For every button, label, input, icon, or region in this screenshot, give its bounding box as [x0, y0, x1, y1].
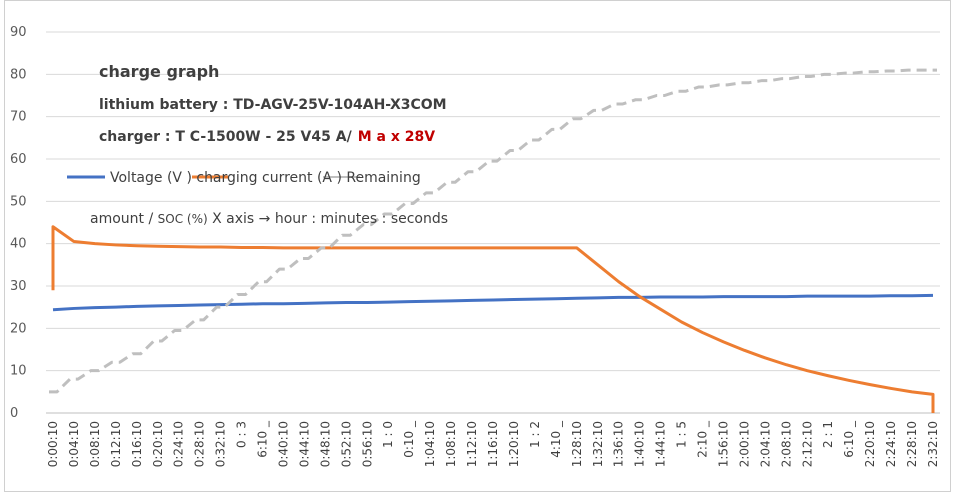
- x-tick-label: 0:52:10: [339, 421, 353, 467]
- x-tick-label: 2:24:10: [884, 421, 898, 467]
- legend-line-1: Voltage (V ) charging current (A ) Remai…: [110, 170, 421, 186]
- y-tick-label: 30: [10, 279, 27, 294]
- x-tick-label: 0:28:10: [193, 421, 207, 467]
- y-tick-label: 20: [10, 321, 27, 336]
- x-tick-label: 0:04:10: [67, 421, 81, 467]
- y-tick-label: 10: [10, 364, 27, 379]
- x-tick-label: 0:48:10: [318, 421, 332, 467]
- x-tick-label: 1:56:10: [716, 421, 730, 467]
- x-tick-label: 1:16:10: [486, 421, 500, 467]
- x-tick-label: 2:20:10: [863, 421, 877, 467]
- x-tick-label: 1:12:10: [465, 421, 479, 467]
- x-tick-label: 6:10 _: [256, 420, 270, 458]
- x-tick-label: 0:40:10: [276, 421, 290, 467]
- x-tick-label: 2:32:10: [926, 421, 940, 467]
- x-tick-label: 1:36:10: [612, 421, 626, 467]
- y-tick-label: 70: [10, 110, 27, 125]
- x-tick-label: 0:32:10: [214, 421, 228, 467]
- chart-frame: [4, 0, 951, 492]
- series-line-0: [52, 293, 934, 312]
- x-tick-label: 1:32:10: [591, 421, 605, 467]
- x-tick-label: 1 : 0: [381, 421, 395, 448]
- x-tick-label: 6:10 _: [842, 420, 856, 458]
- x-tick-label: 0:44:10: [297, 421, 311, 467]
- x-axis-ticks: 0:00:10 0:04:10 0:08:10 0:12:10 0:16:10 0:20:…: [46, 420, 940, 467]
- x-tick-label: 1 : 5: [675, 421, 689, 448]
- x-tick-label: 1:04:10: [423, 421, 437, 467]
- y-axis-ticks: 0 10 20 30 40 50 60 70 80 90: [10, 25, 27, 421]
- x-tick-label: 2:28:10: [905, 421, 919, 467]
- y-tick-label: 40: [10, 237, 27, 252]
- x-tick-label: 0:16:10: [130, 421, 144, 467]
- x-tick-label: 0:00:10: [46, 421, 60, 467]
- charger-subtitle: charger : T C-1500W - 25 V45 A/M a x 28V: [99, 129, 435, 145]
- series-line-2: [49, 68, 937, 394]
- x-tick-label: 0:10 _: [402, 420, 416, 458]
- y-tick-label: 80: [10, 67, 27, 82]
- legend-line-2: amount / SOC (%) X axis → hour : minutes…: [90, 211, 448, 227]
- x-tick-label: 4:10 _: [549, 420, 563, 458]
- battery-subtitle: lithium battery : TD-AGV-25V-104AH-X3COM: [99, 97, 447, 113]
- y-tick-label: 50: [10, 194, 27, 209]
- series-line-1: [51, 225, 935, 413]
- x-tick-label: 1:28:10: [570, 421, 584, 467]
- y-tick-label: 90: [10, 25, 27, 40]
- x-tick-label: 2:12:10: [800, 421, 814, 467]
- x-tick-label: 0:08:10: [88, 421, 102, 467]
- x-tick-label: 0 : 3: [235, 421, 249, 448]
- x-tick-label: 0:56:10: [360, 421, 374, 467]
- x-tick-label: 0:12:10: [109, 421, 123, 467]
- gridlines: [46, 31, 940, 414]
- x-tick-label: 1:44:10: [654, 421, 668, 467]
- x-tick-label: 2:00:10: [737, 421, 751, 467]
- x-tick-label: 2:10 _: [696, 420, 710, 458]
- x-tick-label: 1:20:10: [507, 421, 521, 467]
- chart-title: charge graph: [99, 62, 219, 81]
- x-tick-label: 2:04:10: [758, 421, 772, 467]
- y-tick-label: 0: [10, 406, 18, 421]
- x-tick-label: 1 : 2: [528, 421, 542, 448]
- x-tick-label: 1:40:10: [633, 421, 647, 467]
- x-tick-label: 2:08:10: [779, 421, 793, 467]
- x-tick-label: 2 : 1: [821, 421, 835, 448]
- y-tick-label: 60: [10, 152, 27, 167]
- max-voltage-label: M a x 28V: [358, 129, 436, 145]
- x-tick-label: 0:20:10: [151, 421, 165, 467]
- x-tick-label: 1:08:10: [444, 421, 458, 467]
- x-tick-label: 0:24:10: [172, 421, 186, 467]
- series-lines: [49, 68, 937, 413]
